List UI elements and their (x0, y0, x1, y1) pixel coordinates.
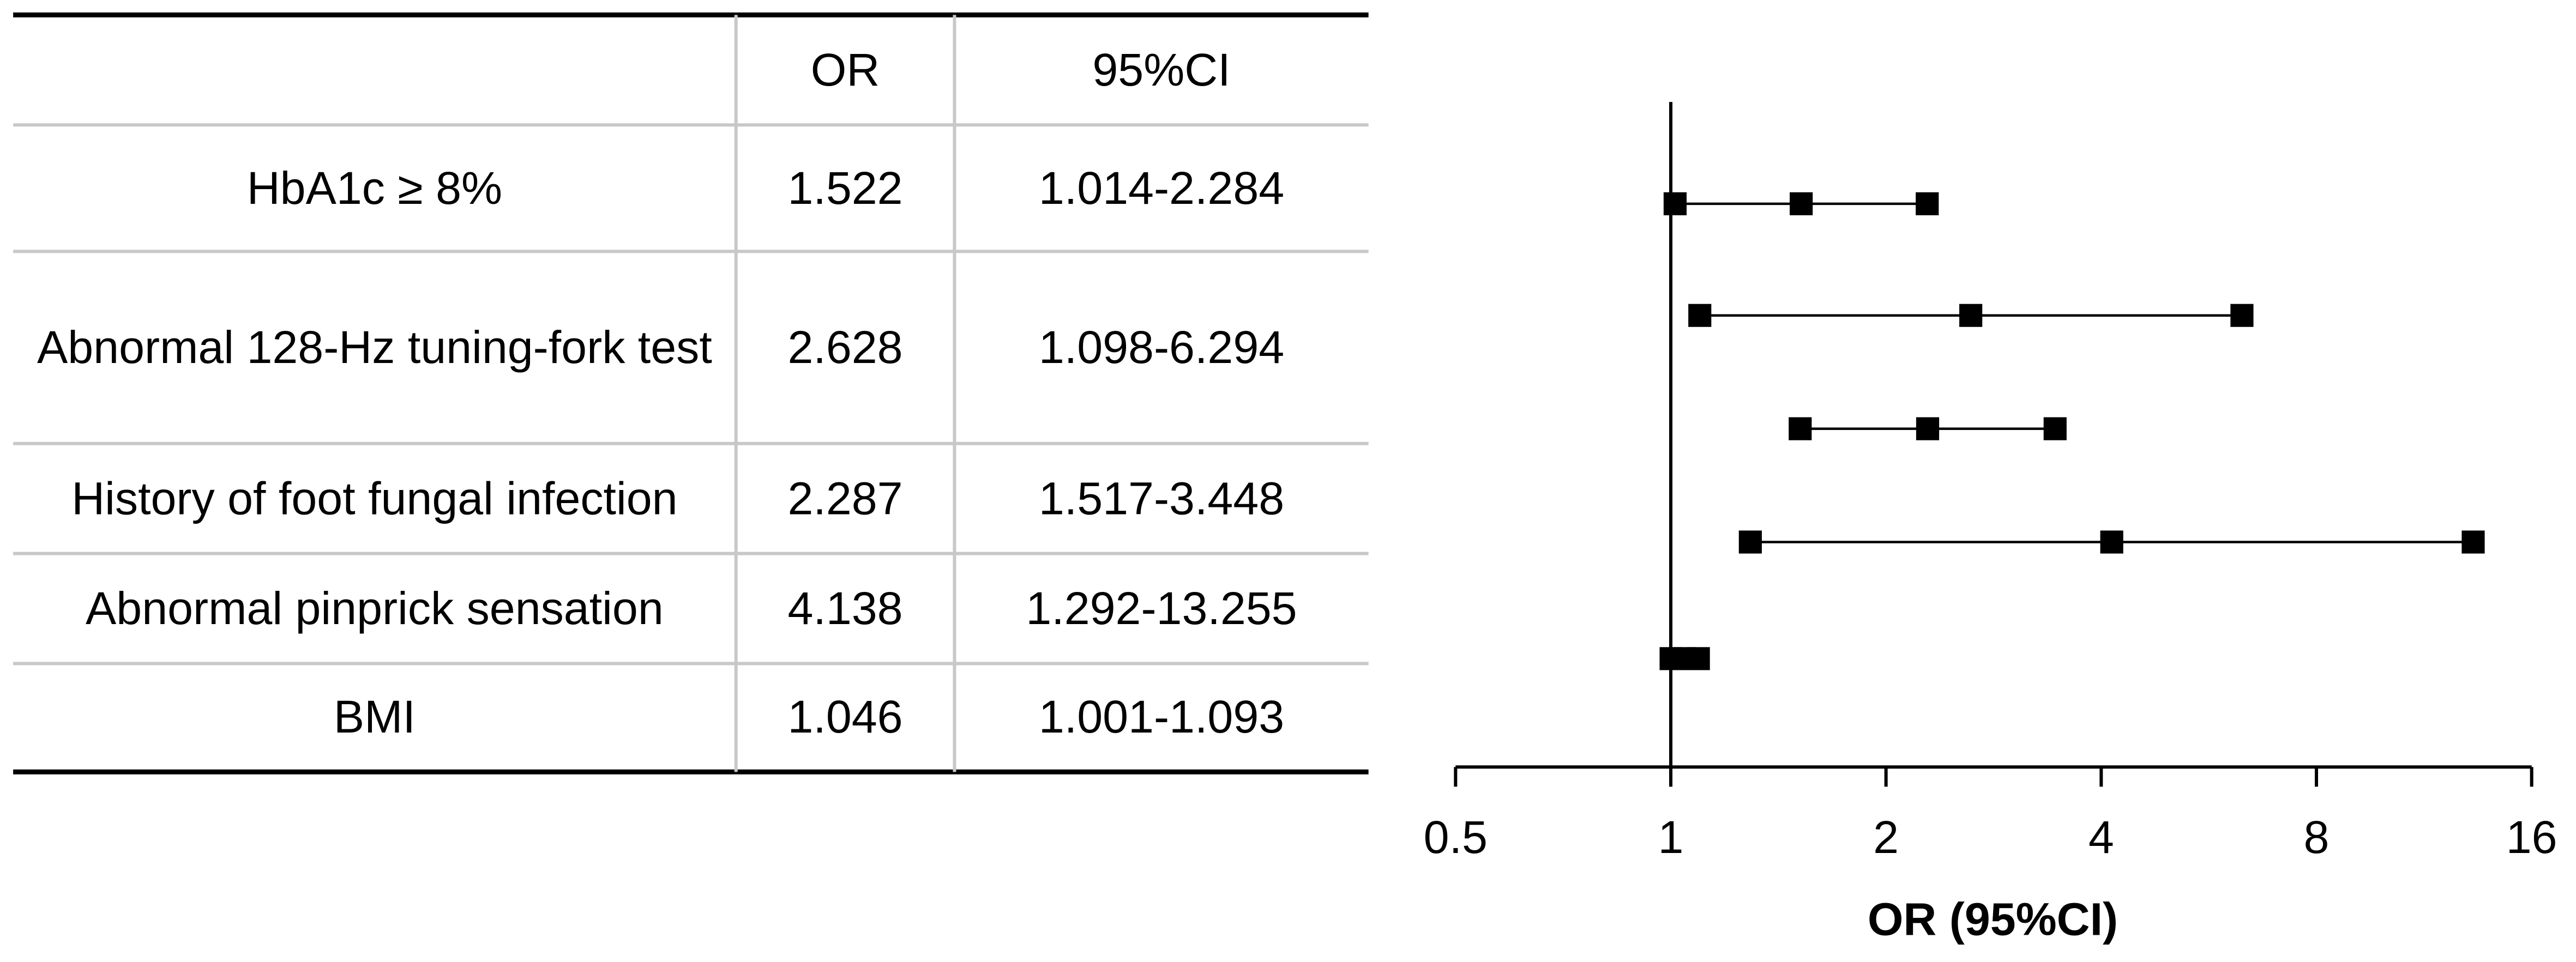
or-value-box: 1.046 (787, 691, 903, 743)
or-value: 1.522 (787, 162, 903, 213)
ci-high-marker (1916, 192, 1939, 215)
x-tick-label: 16 (2506, 812, 2557, 863)
or-marker (1916, 417, 1940, 440)
ci-low-marker (1688, 304, 1712, 327)
ci-value: 1.292-13.255 (1026, 582, 1297, 633)
x-tick-label: 2 (1873, 812, 1899, 863)
or-value-box: 2.628 (787, 321, 903, 372)
column-header-box: 95%CI (1092, 44, 1231, 95)
ci-value-box: 1.014-2.284 (1038, 162, 1285, 213)
or-value: 2.628 (787, 321, 903, 372)
x-tick-label: 4 (2089, 812, 2114, 863)
row-label: Abnormal pinprick sensation (86, 582, 664, 633)
or-value: 4.138 (787, 582, 903, 633)
or-marker (2100, 530, 2123, 554)
ci-low-marker (1663, 192, 1687, 215)
or-value-box: 2.287 (787, 472, 903, 523)
or-marker (1790, 192, 1813, 215)
ci-high-marker (2230, 304, 2254, 327)
ci-value-box: 1.098-6.294 (1038, 321, 1285, 372)
x-tick-label: 0.5 (1424, 812, 1488, 863)
x-axis-title: OR (95%CI) (1868, 894, 2118, 945)
row-label: Abnormal 128-Hz tuning-fork test (37, 321, 712, 372)
ci-value-box: 1.001-1.093 (1038, 691, 1285, 743)
ci-high-marker (2043, 417, 2067, 440)
row-label-box: BMI (333, 691, 416, 743)
column-header: 95%CI (1092, 44, 1231, 95)
row-label-box: HbA1c ≥ 8% (246, 162, 503, 213)
ci-low-marker (1738, 530, 1762, 554)
or-value-box: 1.522 (787, 162, 903, 213)
x-tick-label: 1 (1658, 812, 1684, 863)
row-label: History of foot fungal infection (71, 472, 678, 523)
ci-high-marker (2461, 530, 2485, 554)
ci-value: 1.517-3.448 (1038, 472, 1285, 523)
ci-value: 1.001-1.093 (1038, 691, 1285, 743)
ci-value-box: 1.517-3.448 (1038, 472, 1285, 523)
or-marker (1959, 304, 1983, 327)
row-label: BMI (333, 691, 416, 743)
column-header-box: OR (810, 44, 880, 95)
ci-value: 1.014-2.284 (1038, 162, 1285, 213)
column-header: OR (810, 44, 880, 95)
or-value: 2.287 (787, 472, 903, 523)
ci-low-marker (1789, 417, 1812, 440)
row-label: HbA1c ≥ 8% (246, 162, 503, 213)
x-tick-label: 8 (2304, 812, 2330, 863)
or-value: 1.046 (787, 691, 903, 743)
ci-value: 1.098-6.294 (1038, 321, 1285, 372)
or-value-box: 4.138 (787, 582, 903, 633)
ci-value-box: 1.292-13.255 (1026, 582, 1297, 633)
row-label-box: Abnormal pinprick sensation (86, 582, 664, 633)
row-label-box: History of foot fungal infection (71, 472, 678, 523)
row-label-box: Abnormal 128-Hz tuning-fork test (37, 321, 712, 372)
ci-high-marker (1687, 647, 1710, 670)
